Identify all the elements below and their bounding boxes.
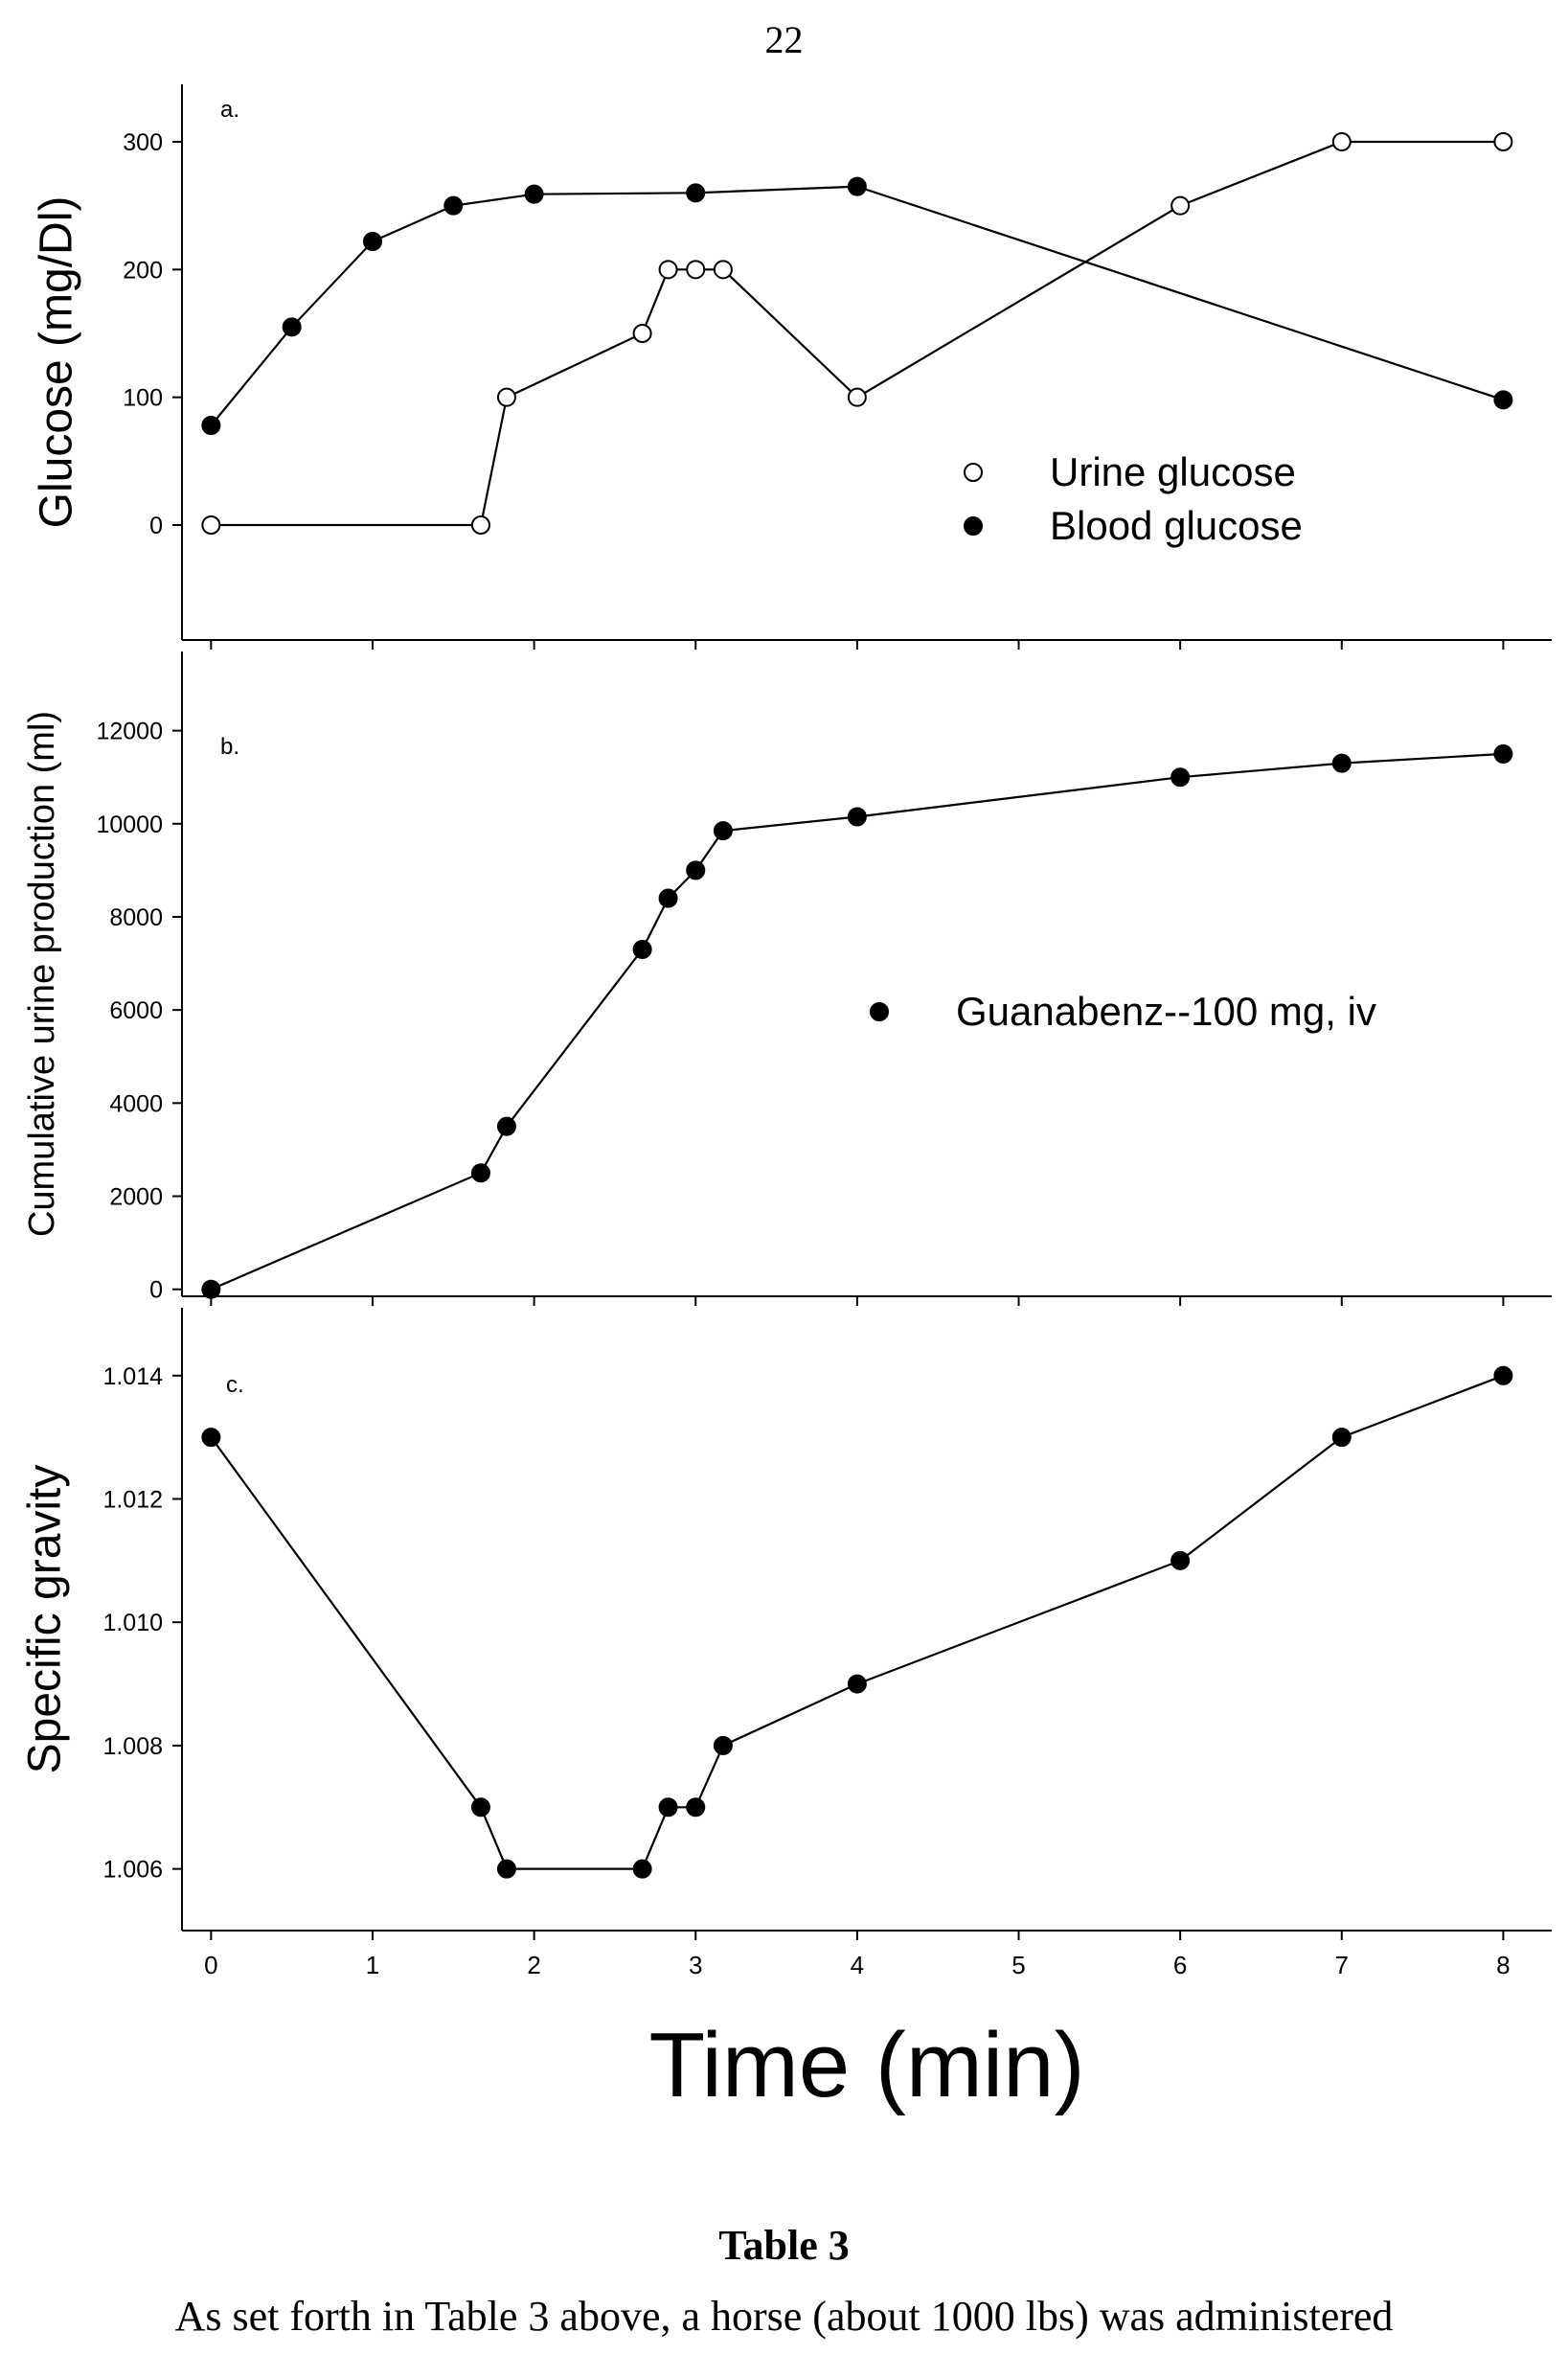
y-tick-label: 1.010 xyxy=(102,1610,163,1636)
data-point xyxy=(1494,1367,1511,1384)
urine-glucose-point xyxy=(849,389,866,406)
x-tick-label: 6 xyxy=(1173,1951,1187,1979)
x-tick-label: 4 xyxy=(851,1951,864,1979)
y-tick-label: 4000 xyxy=(109,1090,163,1117)
data-point xyxy=(1333,755,1351,772)
y-tick-label: 2000 xyxy=(109,1184,163,1211)
data-point xyxy=(1333,1429,1351,1446)
data-point xyxy=(715,822,732,839)
y-tick-label: 6000 xyxy=(109,997,163,1024)
x-tick-label: 8 xyxy=(1496,1951,1510,1979)
data-point xyxy=(498,1861,515,1878)
legend-marker xyxy=(965,464,982,481)
legend-label: Guanabenz--100 mg, iv xyxy=(956,989,1376,1034)
x-tick-label: 3 xyxy=(689,1951,702,1979)
data-point xyxy=(687,184,704,201)
data-point xyxy=(284,318,301,335)
urine-glucose-point xyxy=(687,261,704,278)
table-caption: Table 3 xyxy=(0,2221,1568,2270)
y-tick-label: 1.008 xyxy=(102,1733,163,1760)
y-tick-label: 1.006 xyxy=(102,1857,163,1884)
y-tick-label: 8000 xyxy=(109,904,163,931)
panel-label: b. xyxy=(220,734,239,760)
urine-glucose-point xyxy=(660,261,677,278)
legend-label: Blood glucose xyxy=(1050,503,1303,548)
y-tick-label: 300 xyxy=(123,129,163,156)
data-point xyxy=(660,890,677,907)
chart-panel-1: 0 100 200 300 a. Glucose (mg/Dl) Urine glucose… xyxy=(32,84,1552,650)
legend-label: Urine glucose xyxy=(1050,449,1296,494)
urine-glucose-point xyxy=(634,325,651,342)
urine-glucose-point xyxy=(472,516,489,534)
panel-label: a. xyxy=(220,97,239,123)
y-tick-label: 0 xyxy=(149,1277,163,1304)
data-point xyxy=(634,1861,651,1878)
data-point xyxy=(1171,768,1189,786)
data-point xyxy=(687,1798,704,1816)
data-point xyxy=(444,197,462,215)
y-tick-label: 100 xyxy=(123,385,163,412)
urine-glucose-point xyxy=(202,516,219,534)
data-point xyxy=(526,186,543,203)
urine-glucose-point xyxy=(498,389,515,406)
x-tick-label: 5 xyxy=(1011,1951,1025,1979)
x-tick-label: 1 xyxy=(366,1951,379,1979)
y-tick-label: 0 xyxy=(149,513,163,539)
urine-glucose-point xyxy=(1333,133,1351,150)
data-point xyxy=(660,1798,677,1816)
data-point xyxy=(472,1164,489,1181)
urine-glucose-point xyxy=(1171,197,1189,215)
series-line xyxy=(211,1376,1503,1869)
data-point xyxy=(472,1798,489,1816)
data-point xyxy=(715,1737,732,1754)
chart-panel-2: 0 2000 4000 6000 8000 10000 12000 b. Cumulative … xyxy=(22,652,1552,1306)
x-tick-label: 7 xyxy=(1335,1951,1349,1979)
y-axis-label: Glucose (mg/Dl) xyxy=(32,196,82,529)
data-point xyxy=(849,809,866,826)
figure-chart-panels: 0100200300a.Glucose (mg/Dl)Urine glucose… xyxy=(0,0,1568,2156)
y-tick-label: 12000 xyxy=(96,719,163,745)
y-tick-label: 200 xyxy=(123,257,163,284)
y-tick-label: 10000 xyxy=(96,812,163,838)
data-point xyxy=(202,1281,219,1298)
data-point xyxy=(687,861,704,879)
panel-label: c. xyxy=(226,1372,244,1398)
data-point xyxy=(202,1429,219,1446)
data-point xyxy=(1494,745,1511,763)
y-axis-label: Specific gravity xyxy=(20,1465,71,1774)
data-point xyxy=(634,941,651,958)
data-point xyxy=(849,1676,866,1693)
x-tick-label: 2 xyxy=(527,1951,540,1979)
series-line xyxy=(211,142,1503,525)
data-point xyxy=(1494,391,1511,408)
y-tick-label: 1.012 xyxy=(102,1487,163,1514)
body-paragraph: As set forth in Table 3 above, a horse (… xyxy=(0,2292,1568,2341)
chart-panel-3: 1.006 1.008 1.010 1.012 1.014 c. Specific grav… xyxy=(20,1308,1552,2116)
data-point xyxy=(364,233,381,250)
legend-marker xyxy=(871,1003,888,1020)
data-point xyxy=(498,1118,515,1135)
urine-glucose-point xyxy=(715,261,732,278)
x-tick-label: 0 xyxy=(204,1951,217,1979)
urine-glucose-point xyxy=(1494,133,1511,150)
data-point xyxy=(202,417,219,434)
legend-marker xyxy=(965,517,982,535)
y-axis-label: Cumulative urine production (ml) xyxy=(22,711,62,1237)
data-point xyxy=(849,178,866,195)
data-point xyxy=(1171,1552,1189,1569)
x-axis-label: Time (min) xyxy=(648,2014,1084,2116)
y-tick-label: 1.014 xyxy=(102,1363,163,1390)
